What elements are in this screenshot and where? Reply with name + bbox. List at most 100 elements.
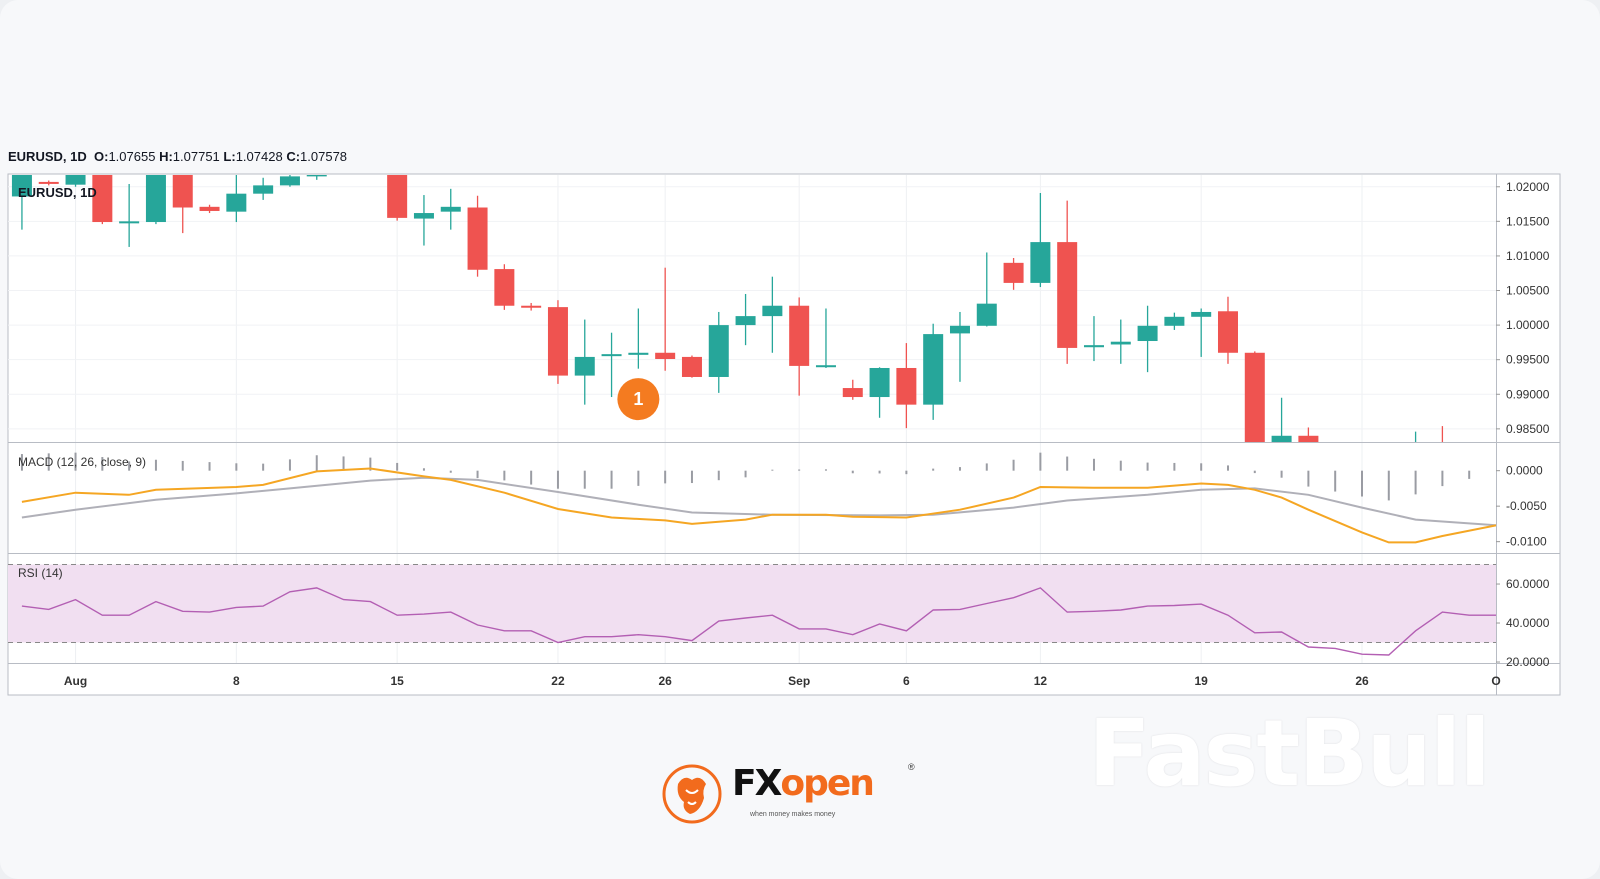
candle-up xyxy=(601,354,622,357)
candle-down xyxy=(92,175,113,223)
candle-up xyxy=(306,175,327,177)
time-axis-label: O xyxy=(1491,674,1500,688)
candle-up xyxy=(145,175,166,223)
bull-logo-icon xyxy=(662,764,722,824)
rsi-axis-label: 40.0000 xyxy=(1506,616,1550,630)
price-axis-label: 0.99500 xyxy=(1506,353,1550,367)
price-axis-label: 0.99000 xyxy=(1506,387,1550,401)
brand-name: FXopen xyxy=(732,763,875,804)
low-label: L: xyxy=(223,149,236,164)
time-axis-label: 26 xyxy=(1355,674,1369,688)
open-value: 1.07655 xyxy=(108,149,156,164)
candle-up xyxy=(1191,311,1212,317)
price-axis-label: 1.02000 xyxy=(1506,180,1550,194)
candle-down xyxy=(521,305,542,308)
candle-up xyxy=(762,305,783,317)
candle-down xyxy=(172,175,193,208)
price-axis-label: 1.01500 xyxy=(1506,214,1550,228)
candle-down xyxy=(681,356,702,377)
fxopen-logo: FXopen ® when money makes money xyxy=(660,758,930,834)
high-label: H: xyxy=(159,149,173,164)
macd-line xyxy=(21,467,1496,544)
candle-down xyxy=(1298,435,1319,442)
price-pane xyxy=(11,97,1444,442)
price-axis-label: 1.00500 xyxy=(1506,284,1550,298)
rsi-band-fill xyxy=(8,564,1496,643)
candle-down xyxy=(199,206,220,211)
candle-down xyxy=(1003,262,1024,283)
time-axis-label: 12 xyxy=(1034,674,1048,688)
rsi-pane xyxy=(8,564,1496,656)
candle-up xyxy=(628,352,649,355)
candle-up xyxy=(440,206,461,212)
fastbull-watermark: FastBull xyxy=(1088,700,1491,807)
candle-down xyxy=(789,305,810,366)
brand-tagline: when money makes money xyxy=(750,811,836,818)
rsi-axis-label: 20.0000 xyxy=(1506,655,1550,669)
candle-up xyxy=(869,367,890,398)
candle-down xyxy=(655,352,676,359)
candle-up xyxy=(11,175,32,197)
candle-up xyxy=(1271,435,1292,442)
axes: Aug 8 15 22 26 Sep 6 12 19 26 O 1.02000 1.01500 1.010… xyxy=(64,180,1550,688)
rsi-axis-label: 60.0000 xyxy=(1506,577,1550,591)
macd-axis-label: -0.0050 xyxy=(1506,499,1547,513)
time-axis-label: 6 xyxy=(903,674,910,688)
candle-up xyxy=(65,175,86,185)
time-axis-label: Aug xyxy=(64,674,87,688)
candle-up xyxy=(735,316,756,326)
time-axis-label: 8 xyxy=(233,674,240,688)
candle-up xyxy=(1164,316,1185,326)
macd-axis-label: 0.0000 xyxy=(1506,464,1543,478)
time-axis-label: 15 xyxy=(390,674,404,688)
pane-title-price: EURUSD, 1D xyxy=(18,185,97,200)
candle-down xyxy=(360,97,380,145)
candle-up xyxy=(1030,242,1051,283)
price-axis-label: 1.01000 xyxy=(1506,249,1550,263)
candle-down xyxy=(38,181,59,184)
annotation-circle xyxy=(617,378,660,421)
annotation-label: 1 xyxy=(633,389,643,409)
candle-up xyxy=(1110,341,1131,345)
candle-down xyxy=(547,307,568,376)
candle-up xyxy=(334,97,354,132)
pane-title-macd: MACD (12, 26, close, 9) xyxy=(18,455,146,469)
candle-up xyxy=(1137,325,1158,342)
candle-up xyxy=(708,325,729,377)
high-value: 1.07751 xyxy=(172,149,220,164)
candle-down xyxy=(896,367,917,405)
time-axis-label: Sep xyxy=(788,674,810,688)
price-axis-label: 0.98500 xyxy=(1506,422,1550,436)
candle-up xyxy=(949,325,970,334)
close-value: 1.07578 xyxy=(300,149,348,164)
close-label: C: xyxy=(286,149,301,164)
candle-up xyxy=(574,356,595,376)
ohlc-header: EURUSD, 1D O:1.07655 H:1.07751 L:1.07428… xyxy=(8,149,347,164)
candle-down xyxy=(842,388,863,398)
time-axis-label: 19 xyxy=(1195,674,1209,688)
time-axis-label: 26 xyxy=(658,674,672,688)
rsi-line xyxy=(21,587,1496,656)
candle-down xyxy=(387,175,408,218)
candle-down xyxy=(467,207,488,270)
pane-title-rsi: RSI (14) xyxy=(18,566,63,580)
candle-up xyxy=(976,303,997,326)
low-value: 1.07428 xyxy=(235,149,283,164)
candle-up xyxy=(253,185,274,194)
candle-up xyxy=(815,365,836,368)
time-axis-label: 22 xyxy=(551,674,565,688)
symbol-label: EURUSD, 1D xyxy=(8,149,87,164)
candle-down xyxy=(494,269,515,306)
candle-up xyxy=(923,334,944,405)
candle-up xyxy=(1083,345,1104,348)
candle-up xyxy=(279,176,300,186)
macd-pane xyxy=(20,452,1496,544)
macd-axis-label: -0.0100 xyxy=(1506,535,1547,549)
candle-down xyxy=(1057,242,1078,348)
candle-up xyxy=(226,193,247,212)
annotation-badge: 1 xyxy=(617,378,660,421)
candle-up xyxy=(413,213,434,219)
registered-mark: ® xyxy=(908,762,915,772)
candle-up xyxy=(119,221,140,224)
